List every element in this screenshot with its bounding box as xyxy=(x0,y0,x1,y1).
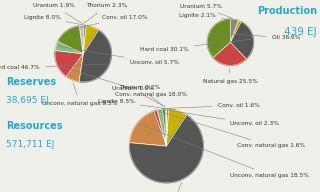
Text: Hard coal 30.1%: Hard coal 30.1% xyxy=(140,39,251,52)
Text: Thorium 2.3%: Thorium 2.3% xyxy=(84,3,128,23)
Text: Oil 36.6%: Oil 36.6% xyxy=(212,33,300,40)
Polygon shape xyxy=(130,111,166,146)
Text: Lignite 8.5%: Lignite 8.5% xyxy=(98,99,175,110)
Polygon shape xyxy=(166,109,187,146)
Text: Conv. natural gas 1.6%: Conv. natural gas 1.6% xyxy=(158,111,305,148)
Polygon shape xyxy=(213,42,246,65)
Text: Lignite 2.1%: Lignite 2.1% xyxy=(179,13,237,21)
Text: Natural gas 25.5%: Natural gas 25.5% xyxy=(203,69,258,84)
Text: Thorium 0.2%: Thorium 0.2% xyxy=(119,84,164,107)
Text: Unconv. natural gas 8.5%: Unconv. natural gas 8.5% xyxy=(42,83,118,106)
Polygon shape xyxy=(83,26,86,54)
Text: Conv. natural gas 18.0%: Conv. natural gas 18.0% xyxy=(60,66,187,97)
Polygon shape xyxy=(66,54,83,82)
Polygon shape xyxy=(157,109,166,146)
Text: 571,711 EJ: 571,711 EJ xyxy=(6,140,55,149)
Text: Reserves: Reserves xyxy=(6,77,57,87)
Text: Hard coal 69.1%: Hard coal 69.1% xyxy=(148,182,197,192)
Text: 38,695 EJ: 38,695 EJ xyxy=(6,96,49,105)
Text: Hard coal 46.7%: Hard coal 46.7% xyxy=(0,64,107,70)
Text: Uranium 5.7%: Uranium 5.7% xyxy=(180,4,232,18)
Text: Unconv. oil 2.3%: Unconv. oil 2.3% xyxy=(163,109,279,126)
Text: Conv. oil 1.6%: Conv. oil 1.6% xyxy=(167,103,259,108)
Polygon shape xyxy=(230,22,253,59)
Polygon shape xyxy=(166,109,169,146)
Polygon shape xyxy=(162,109,166,146)
Polygon shape xyxy=(130,115,203,183)
Text: 439 EJ: 439 EJ xyxy=(284,27,317,37)
Polygon shape xyxy=(55,41,83,54)
Text: Unconv. natural gas 18.5%: Unconv. natural gas 18.5% xyxy=(139,124,309,178)
Polygon shape xyxy=(230,19,238,42)
Text: Production: Production xyxy=(257,6,317,16)
Polygon shape xyxy=(79,26,83,54)
Text: Resources: Resources xyxy=(6,121,63,131)
Text: Uranium 1.9%: Uranium 1.9% xyxy=(33,3,83,24)
Polygon shape xyxy=(154,110,166,146)
Text: Lignite 8.0%: Lignite 8.0% xyxy=(24,15,90,26)
Polygon shape xyxy=(55,50,83,76)
Text: Unconv. oil 5.7%: Unconv. oil 5.7% xyxy=(58,46,179,65)
Text: Conv. oil 17.0%: Conv. oil 17.0% xyxy=(69,15,148,30)
Text: Uranium 1.0%: Uranium 1.0% xyxy=(112,86,165,107)
Polygon shape xyxy=(83,26,99,54)
Polygon shape xyxy=(207,19,230,58)
Polygon shape xyxy=(58,26,83,54)
Polygon shape xyxy=(79,30,111,82)
Polygon shape xyxy=(230,21,241,42)
